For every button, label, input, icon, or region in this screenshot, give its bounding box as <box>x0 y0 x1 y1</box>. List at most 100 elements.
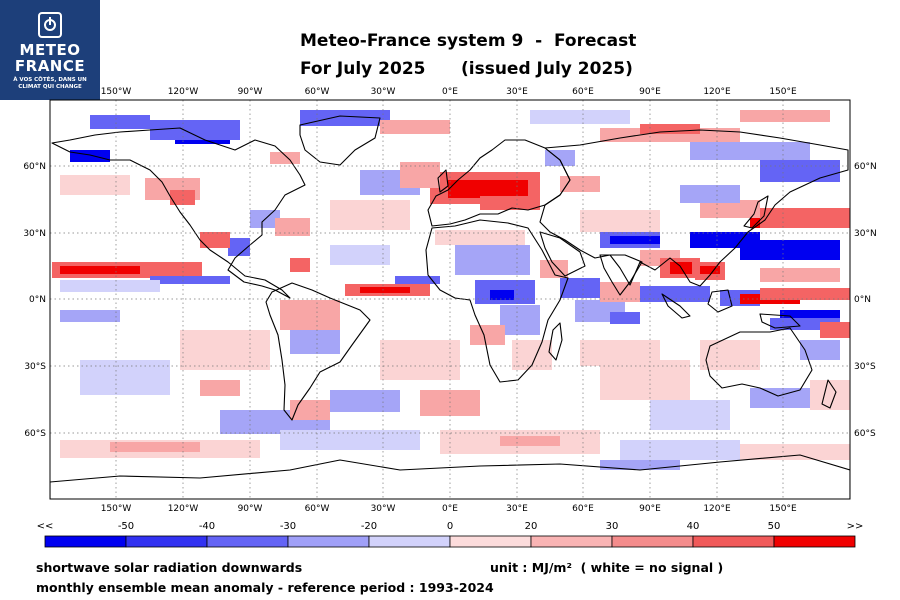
anomaly-patch <box>60 280 160 292</box>
map-title-line2: For July 2025 (issued July 2025) <box>300 59 633 79</box>
anomaly-patch <box>530 110 630 124</box>
anomaly-patch <box>760 268 840 282</box>
anomaly-patch <box>70 150 110 162</box>
asia-coast <box>539 129 849 287</box>
anomaly-patch <box>180 330 270 370</box>
anomaly-patch <box>228 238 250 256</box>
colorbar-tick-label: 40 <box>686 521 700 532</box>
anomaly-patch <box>640 124 700 134</box>
longitude-label: 60°E <box>572 504 594 514</box>
latitude-label: 60°S <box>854 429 876 439</box>
latitude-label: 30°S <box>854 362 876 372</box>
arabian-peninsula-coast <box>539 231 586 277</box>
anomaly-patch <box>280 430 420 450</box>
colorbar-tick-label: -30 <box>279 521 297 532</box>
colorbar-segment <box>287 535 370 548</box>
logo-line1: METEO <box>19 41 81 59</box>
anomaly-patch <box>480 196 540 210</box>
longitude-label: 150°E <box>769 504 797 514</box>
colorbar-tick-label: -50 <box>117 521 135 532</box>
latitude-label: 30°S <box>24 362 46 372</box>
colorbar-segment <box>611 535 694 548</box>
colorbar <box>44 535 856 548</box>
anomaly-patch <box>290 258 310 272</box>
latitude-label: 60°N <box>23 162 46 172</box>
anomaly-patch <box>700 340 760 370</box>
anomaly-patch <box>600 360 690 400</box>
anomaly-patch <box>290 400 330 420</box>
anomaly-patch <box>80 360 170 395</box>
variable-caption: shortwave solar radiation downwards <box>36 560 303 575</box>
anomaly-patch <box>60 266 140 274</box>
latitude-label: 0°N <box>854 295 871 305</box>
colorbar-segment <box>692 535 775 548</box>
latitude-label: 60°S <box>24 429 46 439</box>
anomaly-patch <box>435 230 525 245</box>
south-america-coast <box>265 282 371 421</box>
longitude-labels-top: 150°W 120°W 90°W 60°W 30°W 0°E 30°E 60°E 90°E 120… <box>101 87 797 97</box>
longitude-label: 150°W <box>101 87 132 97</box>
anomaly-patch <box>500 436 560 446</box>
british-isles-coast <box>437 169 449 193</box>
colorbar-segment <box>368 535 451 548</box>
latitude-labels-left: 60°N 30°N 0°N 30°S 60°S <box>23 162 46 439</box>
anomaly-patch <box>580 210 660 232</box>
longitude-label: 30°E <box>506 87 528 97</box>
north-america-coast <box>51 127 306 299</box>
colorbar-tick-label: 0 <box>446 521 454 532</box>
anomaly-patch <box>740 110 830 122</box>
colorbar-tick-label: << <box>36 521 54 532</box>
longitude-label: 0°E <box>442 504 458 514</box>
longitude-label: 90°W <box>238 504 263 514</box>
longitude-label: 0°E <box>442 87 458 97</box>
anomaly-patch <box>200 232 230 248</box>
longitude-label: 30°W <box>371 504 396 514</box>
longitude-label: 30°W <box>371 87 396 97</box>
logo-line2: FRANCE <box>14 57 86 75</box>
anomaly-patch <box>380 340 460 380</box>
colorbar-segment <box>449 535 532 548</box>
australia-coast <box>705 327 813 397</box>
anomaly-patch <box>560 176 600 192</box>
borneo-coast <box>707 289 733 313</box>
meteo-france-logo: METEO FRANCE À VOS CÔTÉS, DANS UN CLIMAT… <box>0 0 100 100</box>
colorbar-segment <box>530 535 613 548</box>
anomaly-patch <box>270 152 300 164</box>
longitude-label: 30°E <box>506 504 528 514</box>
new-guinea-coast <box>759 313 801 329</box>
anomaly-patch <box>610 236 660 244</box>
anomaly-patch <box>470 325 505 345</box>
latitude-label: 30°N <box>23 229 46 239</box>
anomaly-patch <box>700 266 720 274</box>
latitude-labels-right: 60°N 30°N 0°N 30°S 60°S <box>854 162 877 439</box>
anomaly-patch <box>455 245 530 275</box>
india-coast <box>599 254 643 296</box>
antarctica-coast <box>50 454 850 499</box>
anomaly-patch <box>395 276 440 284</box>
anomaly-patch <box>760 208 850 228</box>
longitude-label: 120°W <box>168 504 199 514</box>
longitude-label: 60°W <box>305 504 330 514</box>
anomaly-patch <box>740 444 850 460</box>
anomaly-patch <box>290 330 340 354</box>
colorbar-segment <box>773 535 856 548</box>
anomaly-patch <box>60 310 120 322</box>
new-zealand-coast <box>821 379 837 409</box>
anomaly-patch <box>680 185 740 203</box>
colorbar-segment <box>206 535 289 548</box>
anomaly-patch <box>810 380 850 410</box>
anomaly-patch <box>60 175 130 195</box>
anomaly-patch <box>760 160 840 182</box>
colorbar-segment <box>125 535 208 548</box>
anomaly-patch <box>640 286 710 302</box>
longitude-label: 120°E <box>703 504 731 514</box>
anomaly-patch <box>110 442 200 452</box>
anomaly-patch <box>700 200 760 218</box>
anomaly-patch <box>620 440 740 460</box>
anomaly-patch <box>150 276 230 284</box>
anomaly-patch <box>560 278 600 298</box>
colorbar-tick-label: -20 <box>360 521 378 532</box>
madagascar-coast <box>548 322 563 361</box>
anomaly-patch <box>545 150 575 166</box>
